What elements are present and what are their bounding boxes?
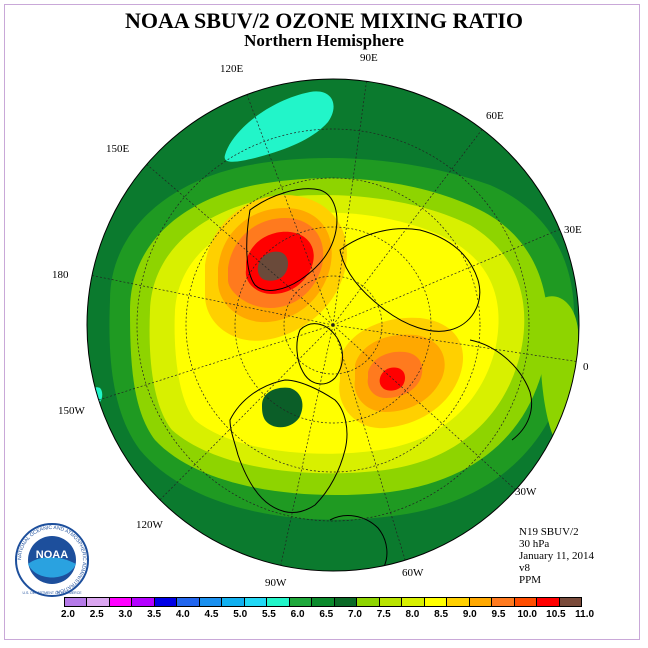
colorbar-tick-label: 6.5 xyxy=(319,609,334,620)
coastline-north-america xyxy=(229,379,348,513)
lon-label-60e: 60E xyxy=(486,110,504,122)
info-date: January 11, 2014 xyxy=(519,550,595,562)
info-instrument: N19 SBUV/2 xyxy=(519,526,579,538)
colorbar-swatch xyxy=(492,598,515,606)
colorbar-swatch xyxy=(402,598,425,606)
colorbar-tick-label: 10.0 xyxy=(517,609,537,620)
colorbar-swatch xyxy=(109,598,133,606)
colorbar-tick-label: 3.0 xyxy=(118,609,133,620)
colorbar-swatch xyxy=(222,598,245,606)
pacific-min xyxy=(224,91,334,162)
colorbar-swatch xyxy=(357,598,380,606)
colorbar-tick-label: 7.0 xyxy=(348,609,362,620)
info-version: v8 xyxy=(519,562,530,574)
canada-min xyxy=(262,387,303,428)
colorbar-tick-label: 10.5 xyxy=(546,609,566,620)
colorbar-tick-label: 11.0 xyxy=(575,609,595,620)
colorbar xyxy=(64,597,582,607)
colorbar-tick-label: 2.0 xyxy=(61,609,75,620)
coastline-asia-east xyxy=(246,188,338,291)
image-frame xyxy=(4,4,640,640)
colorbar-swatch xyxy=(312,598,335,606)
colorbar-ticks: 2.0 2.5 3.0 3.5 4.0 4.5 5.0 5.5 6.0 6.5 7.0 7.5 8.0 8… xyxy=(61,609,594,623)
contour-layer xyxy=(87,79,579,571)
colorbar-swatch xyxy=(132,598,155,606)
noaa-logo-text: NOAA xyxy=(36,549,68,561)
colorbar-tick-label: 7.5 xyxy=(376,609,391,620)
colorbar-swatch xyxy=(65,598,88,606)
colorbar-swatch xyxy=(469,598,493,606)
noaa-logo-dept-text: U.S. DEPARTMENT OF COMMERCE xyxy=(22,591,82,595)
colorbar-tick-label: 9.0 xyxy=(462,609,477,620)
colorbar-swatch xyxy=(379,598,403,606)
map-title: NOAA SBUV/2 OZONE MIXING RATIO xyxy=(124,8,524,33)
colorbar-swatch xyxy=(267,598,290,606)
colorbar-tick-label: 4.0 xyxy=(175,609,190,620)
colorbar-swatch xyxy=(447,598,470,606)
colorbar-tick-label: 3.5 xyxy=(147,609,162,620)
colorbar-tick-label: 5.5 xyxy=(261,609,276,620)
noaa-logo-icon: NATIONAL OCEANIC AND ATMOSPHERIC ADMINIS… xyxy=(15,523,89,597)
info-block: N19 SBUV/2 30 hPa January 11, 2014 v8 PP… xyxy=(519,526,594,586)
colorbar-swatch xyxy=(424,598,448,606)
lon-label-90w: 90W xyxy=(265,577,287,589)
lon-label-30e: 30E xyxy=(564,224,582,236)
colorbar-swatch xyxy=(559,598,582,606)
colorbar-swatch xyxy=(244,598,268,606)
lon-label-30w: 30W xyxy=(515,486,537,498)
colorbar-swatch xyxy=(289,598,313,606)
siberia-max xyxy=(257,251,288,281)
colorbar-tick-label: 4.5 xyxy=(204,609,219,620)
info-pressure: 30 hPa xyxy=(519,538,550,550)
lon-label-120e: 120E xyxy=(220,63,244,75)
lon-label-150e: 150E xyxy=(106,143,130,155)
map-subtitle: Northern Hemisphere xyxy=(244,31,404,50)
colorbar-swatch xyxy=(154,598,178,606)
colorbar-tick-label: 6.0 xyxy=(290,609,305,620)
colorbar-tick-label: 5.0 xyxy=(233,609,248,620)
graticule xyxy=(87,79,579,571)
colorbar-swatch xyxy=(177,598,200,606)
lon-label-150w: 150W xyxy=(58,405,86,417)
colorbar-tick-label: 2.5 xyxy=(89,609,104,620)
map-boundary xyxy=(86,78,580,572)
atlantic-max xyxy=(379,367,406,391)
coastline-africa xyxy=(469,339,533,441)
lon-label-0: 0 xyxy=(583,361,589,373)
lon-label-90e: 90E xyxy=(360,52,378,64)
colorbar-swatch xyxy=(514,598,538,606)
colorbar-swatch xyxy=(87,598,110,606)
lon-label-60w: 60W xyxy=(402,567,424,579)
colorbar-swatch xyxy=(537,598,560,606)
colorbar-tick-label: 8.5 xyxy=(434,609,449,620)
colorbar-tick-label: 9.5 xyxy=(491,609,506,620)
colorbar-swatch xyxy=(199,598,223,606)
lon-label-180: 180 xyxy=(52,269,69,281)
colorbar-tick-label: 8.0 xyxy=(405,609,420,620)
coastline-south-america xyxy=(329,515,388,571)
colorbar-swatch xyxy=(334,598,358,606)
info-units: PPM xyxy=(519,574,542,586)
pacific-min-small xyxy=(91,387,103,404)
lon-label-120w: 120W xyxy=(136,519,164,531)
